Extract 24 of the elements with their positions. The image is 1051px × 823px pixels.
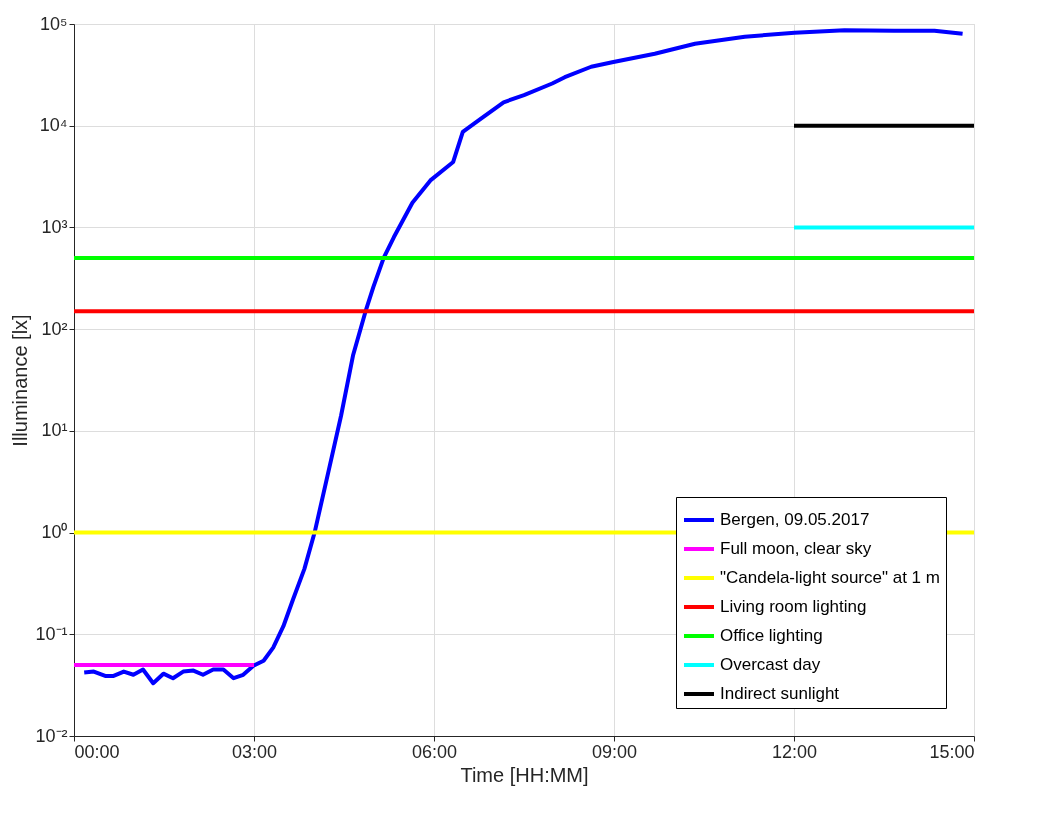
x-tick-label: 12:00 bbox=[771, 741, 818, 762]
x-tick-label: 00:00 bbox=[74, 741, 120, 762]
x-tick-label: 15:00 bbox=[929, 741, 975, 762]
y-tick-label: 10² bbox=[41, 318, 68, 339]
x-tick-label: 09:00 bbox=[591, 741, 638, 762]
legend-label: Overcast day bbox=[720, 655, 821, 674]
y-tick-label: 10⁰ bbox=[41, 522, 68, 543]
legend-label: Full moon, clear sky bbox=[720, 539, 872, 558]
y-tick-label: 10¹ bbox=[41, 420, 68, 441]
legend-label: Bergen, 09.05.2017 bbox=[720, 510, 870, 529]
y-tick-label: 10³ bbox=[41, 216, 68, 237]
y-tick-label: 10⁻¹ bbox=[35, 623, 68, 644]
legend-label: Indirect sunlight bbox=[720, 684, 840, 703]
y-tick-label: 10⁵ bbox=[40, 13, 68, 34]
y-tick-label: 10⁴ bbox=[39, 115, 68, 136]
y-axis-title: Illuminance [lx] bbox=[9, 314, 32, 447]
legend-label: Living room lighting bbox=[720, 597, 867, 616]
x-tick-label: 06:00 bbox=[411, 741, 458, 762]
line-series bbox=[82, 28, 965, 686]
legend-label: "Candela-light source" at 1 m bbox=[720, 568, 940, 587]
x-tick-label: 03:00 bbox=[231, 741, 278, 762]
x-axis-title: Time [HH:MM] bbox=[460, 763, 589, 786]
y-tick-label: 10⁻² bbox=[35, 725, 68, 746]
legend-label: Office lighting bbox=[720, 626, 823, 645]
